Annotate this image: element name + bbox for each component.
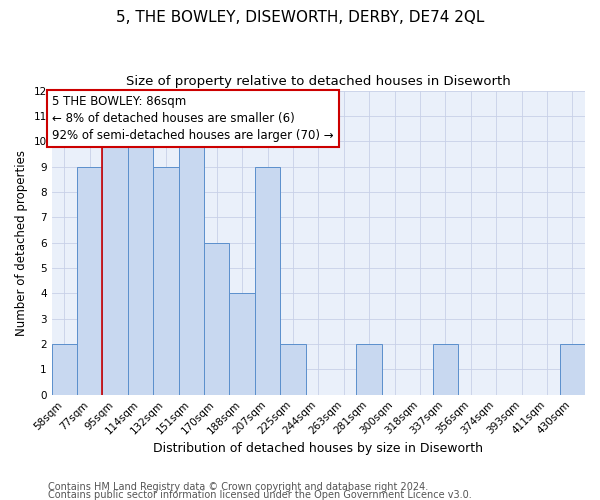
Text: Contains HM Land Registry data © Crown copyright and database right 2024.: Contains HM Land Registry data © Crown c…	[48, 482, 428, 492]
Text: 5 THE BOWLEY: 86sqm
← 8% of detached houses are smaller (6)
92% of semi-detached: 5 THE BOWLEY: 86sqm ← 8% of detached hou…	[52, 95, 334, 142]
Bar	[103, 142, 128, 394]
Text: Contains public sector information licensed under the Open Government Licence v3: Contains public sector information licen…	[48, 490, 472, 500]
Bar	[204, 242, 229, 394]
Bar	[77, 166, 103, 394]
Bar	[229, 294, 255, 394]
Title: Size of property relative to detached houses in Diseworth: Size of property relative to detached ho…	[126, 75, 511, 88]
Bar	[560, 344, 585, 395]
Y-axis label: Number of detached properties: Number of detached properties	[15, 150, 28, 336]
Text: 5, THE BOWLEY, DISEWORTH, DERBY, DE74 2QL: 5, THE BOWLEY, DISEWORTH, DERBY, DE74 2Q…	[116, 10, 484, 25]
Bar	[433, 344, 458, 395]
Bar	[255, 166, 280, 394]
Bar	[128, 142, 153, 394]
Bar	[52, 344, 77, 395]
Bar	[179, 142, 204, 394]
X-axis label: Distribution of detached houses by size in Diseworth: Distribution of detached houses by size …	[154, 442, 484, 455]
Bar	[356, 344, 382, 395]
Bar	[153, 166, 179, 394]
Bar	[280, 344, 305, 395]
